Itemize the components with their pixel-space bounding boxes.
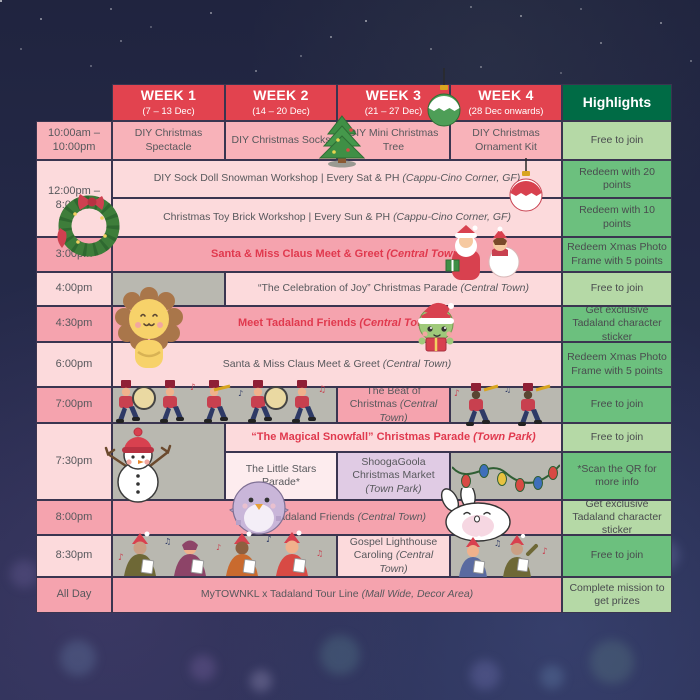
event-celebration-of-joy: “The Celebration of Joy” Christmas Parad…	[225, 272, 562, 306]
highlight-frame-5pts-2: Redeem Xmas Photo Frame with 5 points	[562, 342, 672, 387]
event-text: Meet Tadaland Friends	[247, 510, 355, 523]
snowman-cell	[112, 423, 225, 500]
highlight-free-2: Free to join	[562, 272, 672, 306]
event-diy-mini-tree: DIY Mini Christmas Tree	[337, 121, 450, 160]
highlight-free-1: Free to join	[562, 121, 672, 160]
highlight-10pts: Redeem with 10 points	[562, 198, 672, 237]
time-830pm: 8:30pm	[36, 535, 112, 577]
week4-title: WEEK 4	[478, 87, 534, 104]
time-4pm: 4:00pm	[36, 272, 112, 306]
week3-dates: (21 – 27 Dec)	[364, 105, 423, 117]
event-venue: (Central Town)	[379, 398, 438, 423]
event-magical-snowfall: “The Magical Snowfall” Christmas Parade(…	[225, 423, 562, 452]
event-venue: (Mall Wide, Decor Area)	[361, 588, 474, 601]
event-sock-doll-workshop: DIY Sock Doll Snowman Workshop | Every S…	[112, 160, 562, 198]
event-text: ShoogaGoola Christmas Market	[352, 456, 435, 482]
highlight-free-4: Free to join	[562, 423, 672, 452]
highlight-sticker-1: Get exclusive Tadaland character sticker	[562, 306, 672, 342]
event-meet-tadaland-430: Meet Tadaland Friends (Central Town)	[112, 306, 562, 342]
marching-band-cell	[112, 387, 337, 423]
event-text: DIY Sock Doll Snowman Workshop | Every S…	[153, 172, 400, 185]
week2-dates: (14 – 20 Dec)	[252, 105, 310, 117]
character-cell	[112, 272, 225, 306]
string-lights-cell	[450, 452, 562, 500]
bokeh-light	[60, 640, 96, 676]
time-12pm: 12:00pm – 8:00pm	[36, 160, 112, 237]
time-all-day: All Day	[36, 577, 112, 613]
time-730pm: 7:30pm	[36, 423, 112, 500]
week2-header: WEEK 2 (14 – 20 Dec)	[225, 84, 337, 121]
highlight-free-3: Free to join	[562, 387, 672, 423]
event-meet-tadaland-8pm: Meet Tadaland Friends (Central Town)	[112, 500, 562, 535]
highlight-20pts: Redeem with 20 points	[562, 160, 672, 198]
event-text: Christmas Toy Brick Workshop | Every Sun…	[163, 210, 391, 223]
highlight-scan-qr: *Scan the QR for more info	[562, 452, 672, 500]
event-venue: (Cappu-Cino Corner, GF)	[402, 172, 521, 185]
week1-title: WEEK 1	[140, 87, 197, 104]
week2-title: WEEK 2	[253, 87, 309, 104]
event-text: Santa & Miss Claus Meet & Greet	[211, 247, 384, 260]
event-shoogagoola-market: ShoogaGoola Christmas Market (Town Park)	[337, 452, 450, 500]
event-text: “The Celebration of Joy” Christmas Parad…	[257, 282, 458, 295]
event-gospel-caroling: Gospel Lighthouse Caroling (Central Town…	[337, 535, 450, 577]
event-diy-ornament-kit: DIY Christmas Ornament Kit	[450, 121, 562, 160]
bokeh-light	[10, 560, 38, 588]
time-10am: 10:00am – 10:00pm	[36, 121, 112, 160]
event-venue: (Central Town)	[382, 357, 452, 370]
event-beat-of-christmas: The Beat of Christmas (Central Town)	[337, 387, 450, 423]
event-little-stars-parade: The Little Stars Parade*	[225, 452, 337, 500]
week4-header: WEEK 4 (28 Dec onwards)	[450, 84, 562, 121]
carolers-cell-2	[450, 535, 562, 577]
bokeh-light	[590, 640, 634, 684]
event-text: The Beat of Christmas	[349, 387, 421, 411]
bokeh-light	[320, 635, 360, 675]
event-text: “The Magical Snowfall” Christmas Parade	[251, 430, 471, 443]
event-text: Santa & Miss Claus Meet & Greet	[222, 357, 380, 370]
highlight-frame-5pts-1: Redeem Xmas Photo Frame with 5 points	[562, 237, 672, 272]
week3-header: WEEK 3 (21 – 27 Dec)	[337, 84, 450, 121]
bokeh-light	[470, 660, 500, 690]
week1-header: WEEK 1 (7 – 13 Dec)	[112, 84, 225, 121]
event-venue: (Cappu-Cino Corner, GF)	[393, 210, 511, 223]
event-venue: (Central Town)	[386, 247, 463, 260]
bokeh-light	[540, 665, 564, 689]
time-430pm: 4:30pm	[36, 306, 112, 342]
event-text: Meet Tadaland Friends	[238, 317, 357, 330]
bokeh-light	[250, 670, 272, 692]
time-7pm: 7:00pm	[36, 387, 112, 423]
highlights-header: Highlights	[562, 84, 672, 121]
event-santa-greet-6pm: Santa & Miss Claus Meet & Greet (Central …	[112, 342, 562, 387]
event-venue: (Central Town)	[379, 549, 434, 575]
event-venue: (Town Park)	[473, 430, 536, 443]
starfield	[0, 0, 2, 2]
event-text: MyTOWNKL x Tadaland Tour Line	[200, 588, 359, 601]
event-text: Gospel Lighthouse Caroling	[349, 536, 438, 562]
event-venue: (Central Town)	[460, 282, 530, 295]
highlight-mission: Complete mission to get prizes	[562, 577, 672, 613]
bokeh-light	[190, 655, 216, 681]
highlight-sticker-2: Get exclusive Tadaland character sticker	[562, 500, 672, 535]
time-6pm: 6:00pm	[36, 342, 112, 387]
event-schedule-table: WEEK 1 (7 – 13 Dec) WEEK 2 (14 – 20 Dec)…	[36, 84, 672, 613]
event-toy-brick-workshop: Christmas Toy Brick Workshop | Every Sun…	[112, 198, 562, 237]
event-diy-socks: DIY Christmas Socks	[225, 121, 337, 160]
marching-band-cell-2	[450, 387, 562, 423]
week4-dates: (28 Dec onwards)	[468, 105, 544, 117]
event-santa-greet-3pm: Santa & Miss Claus Meet & Greet (Central …	[112, 237, 562, 272]
event-venue: (Central Town)	[359, 317, 436, 330]
highlight-free-5: Free to join	[562, 535, 672, 577]
week3-title: WEEK 3	[365, 87, 422, 104]
carolers-cell	[112, 535, 337, 577]
event-venue: (Town Park)	[365, 482, 422, 495]
event-tour-line: MyTOWNKL x Tadaland Tour Line (Mall Wide,…	[112, 577, 562, 613]
event-venue: (Central Town)	[357, 510, 427, 523]
event-diy-spectacle: DIY Christmas Spectacle	[112, 121, 225, 160]
time-8pm: 8:00pm	[36, 500, 112, 535]
time-3pm: 3:00pm	[36, 237, 112, 272]
week1-dates: (7 – 13 Dec)	[142, 105, 195, 117]
